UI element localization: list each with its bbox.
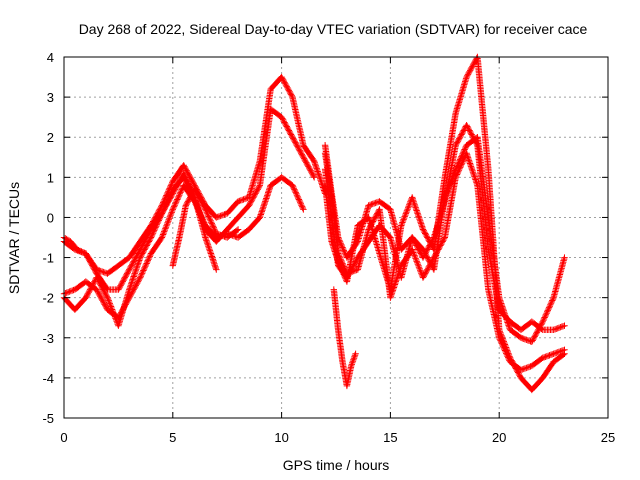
y-tick-label: -2 xyxy=(42,291,54,306)
y-tick-label: -1 xyxy=(42,251,54,266)
x-tick-label: 5 xyxy=(169,430,176,445)
y-tick-label: -3 xyxy=(42,331,54,346)
x-tick-label: 25 xyxy=(601,430,615,445)
y-tick-label: -4 xyxy=(42,371,54,386)
y-tick-label: 2 xyxy=(47,130,54,145)
y-tick-labels: -5 -4 -3 -2 -1 0 1 2 3 4 xyxy=(42,50,54,426)
series-10-markers xyxy=(330,286,359,390)
plot-frame xyxy=(63,56,609,419)
y-tick-label: 0 xyxy=(47,210,54,225)
chart-title: Day 268 of 2022, Sidereal Day-to-day VTE… xyxy=(79,21,588,37)
y-tick-label: 1 xyxy=(47,170,54,185)
series-10 xyxy=(330,286,359,390)
series-5-markers xyxy=(169,186,242,269)
series-5 xyxy=(169,186,242,269)
axis-ticks xyxy=(63,56,609,419)
x-tick-labels: 0 5 10 15 20 25 xyxy=(60,430,615,445)
y-axis-label: SDTVAR / TECUs xyxy=(6,182,22,294)
y-tick-label: 3 xyxy=(47,90,54,105)
series-9-markers xyxy=(321,53,568,394)
y-tick-label: -5 xyxy=(42,411,54,426)
x-tick-label: 0 xyxy=(60,430,67,445)
x-tick-label: 15 xyxy=(383,430,397,445)
x-tick-label: 20 xyxy=(492,430,506,445)
y-tick-label: 4 xyxy=(47,50,54,65)
series-9 xyxy=(321,53,568,394)
x-tick-label: 10 xyxy=(274,430,288,445)
x-axis-label: GPS time / hours xyxy=(283,457,390,473)
